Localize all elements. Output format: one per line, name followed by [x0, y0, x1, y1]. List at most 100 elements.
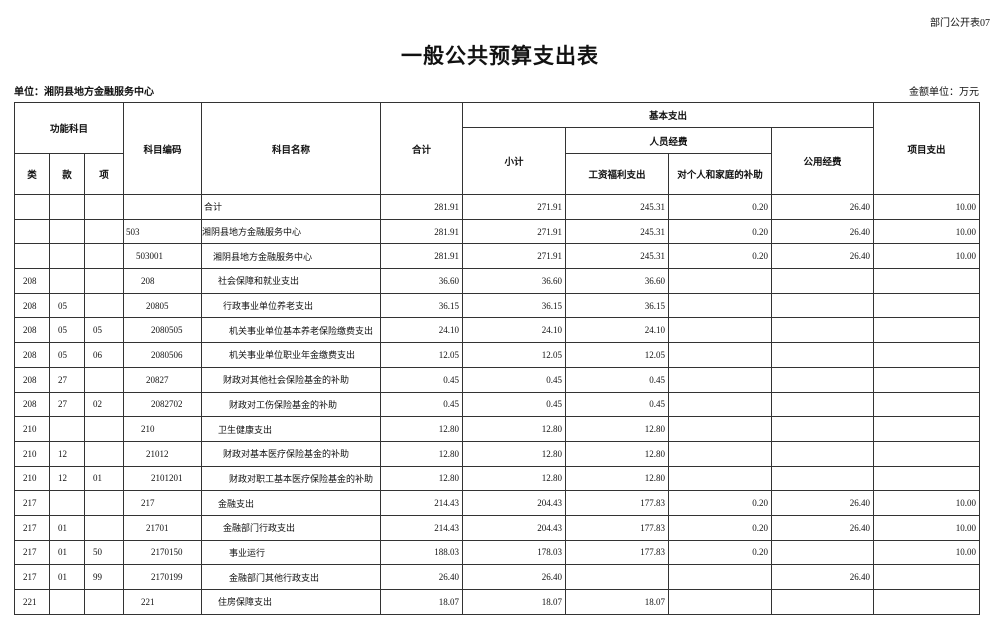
table-cell — [771, 589, 875, 615]
table-cell: 金融支出 — [201, 490, 382, 516]
table-cell: 10.00 — [873, 194, 981, 220]
table-cell — [873, 440, 981, 467]
table-cell: 503001 — [123, 243, 203, 270]
table-cell — [668, 366, 773, 393]
table-cell: 12.05 — [565, 342, 670, 368]
table-cell: 0.20 — [668, 539, 773, 566]
table-cell: 01 — [49, 564, 85, 590]
table-cell: 21701 — [123, 514, 203, 541]
table-cell: 50 — [83, 539, 125, 566]
table-cell: 204.43 — [462, 514, 567, 541]
table-cell: 271.91 — [462, 218, 567, 245]
table-cell: 27 — [49, 391, 85, 418]
table-cell: 10.00 — [873, 490, 981, 516]
table-cell: 社会保障和就业支出 — [201, 268, 382, 294]
table-cell: 财政对职工基本医疗保险基金的补助 — [201, 465, 382, 492]
table-cell: 12.80 — [380, 440, 464, 467]
table-cell: 36.15 — [565, 292, 670, 319]
table-cell: 245.31 — [565, 243, 670, 270]
table-cell — [873, 391, 981, 418]
table-cell: 12.80 — [462, 440, 567, 467]
table-cell: 0.45 — [462, 391, 567, 418]
table-cell — [668, 292, 773, 319]
table-cell: 36.60 — [565, 268, 670, 294]
table-cell: 245.31 — [565, 218, 670, 245]
table-cell — [83, 589, 125, 615]
table-cell — [771, 440, 875, 467]
table-cell: 机关事业单位基本养老保险缴费支出 — [201, 317, 382, 344]
table-row: 217 217 金融支出 214.43 204.43 177.83 0.20 26.40 10.… — [14, 490, 981, 516]
table-cell — [873, 366, 981, 393]
table-cell: 221 — [123, 589, 203, 615]
table-cell — [771, 366, 875, 393]
table-cell: 208 — [123, 268, 203, 294]
table-cell: 21012 — [123, 440, 203, 467]
header-cell: 小计 — [462, 127, 567, 195]
table-cell — [668, 342, 773, 368]
table-row: 208 27 20827 财政对其他社会保险基金的补助 0.45 0.45 0.45 — [14, 366, 981, 393]
table-row: 503 湘阴县地方金融服务中心 281.91 271.91 245.31 0.20 26.4… — [14, 218, 981, 245]
table-cell: 36.60 — [462, 268, 567, 294]
table-cell — [83, 490, 125, 516]
table-row: 208 05 20805 行政事业单位养老支出 36.15 36.15 36.15 — [14, 292, 981, 319]
table-cell: 2170199 — [123, 564, 203, 590]
table-cell — [83, 366, 125, 393]
table-cell: 湘阴县地方金融服务中心 — [201, 243, 382, 270]
table-cell — [771, 391, 875, 418]
table-cell: 12.80 — [565, 416, 670, 442]
table-cell: 12 — [49, 465, 85, 492]
table-cell: 26.40 — [771, 490, 875, 516]
table-cell — [771, 539, 875, 566]
header-cell: 基本支出 — [462, 102, 875, 128]
table-cell: 217 — [123, 490, 203, 516]
table-cell: 12.80 — [380, 416, 464, 442]
table-cell: 208 — [14, 366, 50, 393]
table-cell: 06 — [83, 342, 125, 368]
table-cell — [771, 342, 875, 368]
table-cell: 0.20 — [668, 194, 773, 220]
table-cell: 01 — [83, 465, 125, 492]
table-cell — [565, 564, 670, 590]
table-cell: 26.40 — [771, 514, 875, 541]
table-cell — [873, 465, 981, 492]
table-cell: 177.83 — [565, 514, 670, 541]
table-cell: 住房保障支出 — [201, 589, 382, 615]
table-cell: 281.91 — [380, 243, 464, 270]
table-row: 合计 281.91 271.91 245.31 0.20 26.40 10.00 — [14, 194, 981, 220]
table-cell: 0.20 — [668, 490, 773, 516]
table-cell: 36.15 — [462, 292, 567, 319]
table-cell: 18.07 — [380, 589, 464, 615]
table-row: 210 12 21012 财政对基本医疗保险基金的补助 12.80 12.80 12.80 — [14, 440, 981, 467]
table-cell — [873, 416, 981, 442]
header-cell: 人员经费 — [565, 127, 773, 154]
table-cell: 177.83 — [565, 490, 670, 516]
table-cell: 12.80 — [565, 465, 670, 492]
table-cell — [83, 218, 125, 245]
table-body: 合计 281.91 271.91 245.31 0.20 26.40 10.00 503 湘阴县… — [14, 194, 981, 615]
table-cell: 26.40 — [771, 218, 875, 245]
table-cell: 行政事业单位养老支出 — [201, 292, 382, 319]
table-cell: 217 — [14, 539, 50, 566]
table-cell: 12.05 — [462, 342, 567, 368]
table-cell: 217 — [14, 564, 50, 590]
table-cell: 271.91 — [462, 243, 567, 270]
table-cell: 0.45 — [565, 391, 670, 418]
table-cell — [771, 317, 875, 344]
title: 一般公共预算支出表 — [401, 44, 599, 68]
table-cell — [771, 465, 875, 492]
table-cell — [668, 589, 773, 615]
table-cell: 0.20 — [668, 243, 773, 270]
table-cell — [668, 268, 773, 294]
table-cell — [668, 391, 773, 418]
table-cell — [668, 465, 773, 492]
table-cell — [83, 194, 125, 220]
table-row: 217 01 99 2170199 金融部门其他行政支出 26.40 26.40 26.40 — [14, 564, 981, 590]
table-cell — [873, 317, 981, 344]
table-cell: 事业运行 — [201, 539, 382, 566]
header-cell: 科目编码 — [123, 102, 203, 195]
table-cell: 26.40 — [771, 243, 875, 270]
header-cell: 工资福利支出 — [565, 153, 670, 195]
table-cell: 01 — [49, 514, 85, 541]
table-cell: 214.43 — [380, 514, 464, 541]
table-cell — [771, 416, 875, 442]
